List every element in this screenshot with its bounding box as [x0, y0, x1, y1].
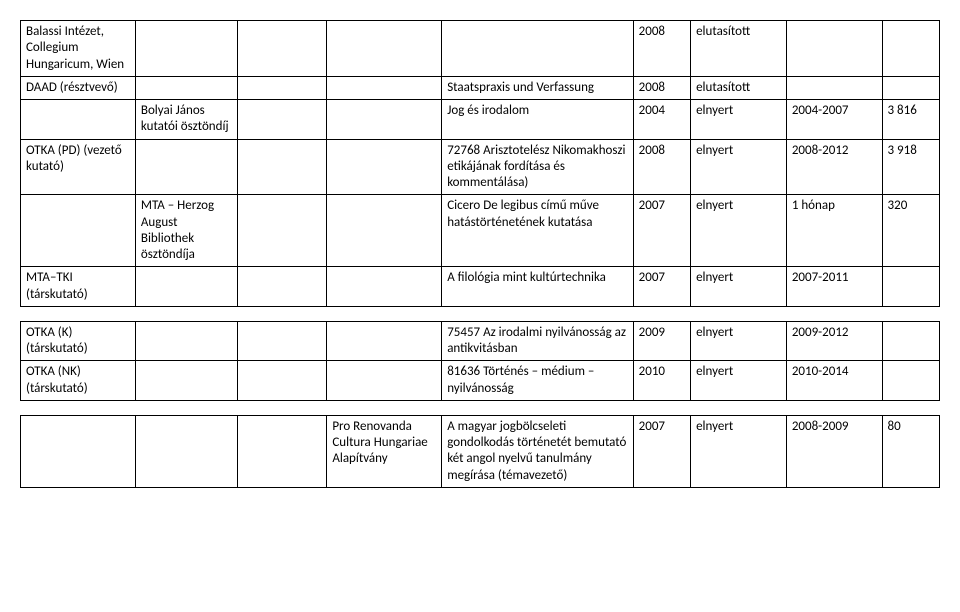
cell: 3 918 — [882, 139, 939, 195]
cell: Pro Renovanda Cultura Hungariae Alapítvá… — [327, 415, 442, 487]
table-gap — [20, 307, 940, 321]
cell: 1 hónap — [786, 195, 882, 267]
cell — [327, 100, 442, 140]
table-row: OTKA (NK) (társkutató) 81636 Történés – … — [21, 361, 940, 401]
cell — [786, 76, 882, 99]
cell — [237, 100, 326, 140]
cell — [327, 321, 442, 361]
cell — [237, 139, 326, 195]
cell — [135, 361, 237, 401]
cell: 2009 — [633, 321, 690, 361]
cell — [21, 415, 136, 487]
cell: elnyert — [691, 100, 787, 140]
table-row: Balassi Intézet, Collegium Hungaricum, W… — [21, 21, 940, 77]
table-row: Bolyai János kutatói ösztöndíj Jog és ir… — [21, 100, 940, 140]
cell — [327, 21, 442, 77]
cell: elutasított — [691, 21, 787, 77]
cell: 81636 Történés – médium – nyilvánosság — [442, 361, 633, 401]
cell — [442, 21, 633, 77]
cell — [135, 76, 237, 99]
cell — [237, 361, 326, 401]
cell — [882, 361, 939, 401]
cell: 72768 Arisztotelész Nikomakhoszi etikájá… — [442, 139, 633, 195]
cell — [882, 76, 939, 99]
cell: elnyert — [691, 321, 787, 361]
table-block-2: OTKA (K) (társkutató) 75457 Az irodalmi … — [20, 321, 940, 401]
cell: 2010-2014 — [786, 361, 882, 401]
table-block-3: Pro Renovanda Cultura Hungariae Alapítvá… — [20, 415, 940, 488]
cell: Cicero De legibus című műve hatástörténe… — [442, 195, 633, 267]
cell: OTKA (NK) (társkutató) — [21, 361, 136, 401]
cell: elnyert — [691, 195, 787, 267]
cell — [237, 415, 326, 487]
cell: 2004-2007 — [786, 100, 882, 140]
cell: 75457 Az irodalmi nyilvánosság az antikv… — [442, 321, 633, 361]
cell — [327, 195, 442, 267]
cell: 320 — [882, 195, 939, 267]
tbody-3: Pro Renovanda Cultura Hungariae Alapítvá… — [21, 415, 940, 487]
cell: 2009-2012 — [786, 321, 882, 361]
table-gap — [20, 401, 940, 415]
cell: elnyert — [691, 415, 787, 487]
table-row: MTA–TKI (társkutató) A filológia mint ku… — [21, 267, 940, 307]
tbody-1: Balassi Intézet, Collegium Hungaricum, W… — [21, 21, 940, 307]
cell: 2008 — [633, 21, 690, 77]
cell: 2010 — [633, 361, 690, 401]
cell: Bolyai János kutatói ösztöndíj — [135, 100, 237, 140]
cell — [21, 195, 136, 267]
cell — [882, 267, 939, 307]
table-row: OTKA (PD) (vezető kutató) 72768 Arisztot… — [21, 139, 940, 195]
cell: 2008 — [633, 76, 690, 99]
cell — [135, 21, 237, 77]
tbody-2: OTKA (K) (társkutató) 75457 Az irodalmi … — [21, 321, 940, 400]
cell — [21, 100, 136, 140]
table-row: DAAD (résztvevő) Staatspraxis und Verfas… — [21, 76, 940, 99]
cell — [237, 21, 326, 77]
cell: 2007 — [633, 415, 690, 487]
cell: elnyert — [691, 139, 787, 195]
cell — [786, 21, 882, 77]
cell: A magyar jogbölcseleti gondolkodás törté… — [442, 415, 633, 487]
cell: 2008-2012 — [786, 139, 882, 195]
cell: MTA–TKI (társkutató) — [21, 267, 136, 307]
table-row: MTA – Herzog August Bibliothek ösztöndíj… — [21, 195, 940, 267]
table-block-1: Balassi Intézet, Collegium Hungaricum, W… — [20, 20, 940, 307]
cell: Jog és irodalom — [442, 100, 633, 140]
cell: 80 — [882, 415, 939, 487]
cell: elnyert — [691, 267, 787, 307]
cell — [237, 267, 326, 307]
cell: DAAD (résztvevő) — [21, 76, 136, 99]
cell — [327, 361, 442, 401]
cell — [882, 321, 939, 361]
cell: OTKA (K) (társkutató) — [21, 321, 136, 361]
cell — [327, 267, 442, 307]
cell — [135, 415, 237, 487]
table-row: Pro Renovanda Cultura Hungariae Alapítvá… — [21, 415, 940, 487]
cell: 2007 — [633, 195, 690, 267]
cell: 2008 — [633, 139, 690, 195]
cell: 3 816 — [882, 100, 939, 140]
cell: OTKA (PD) (vezető kutató) — [21, 139, 136, 195]
cell: 2008-2009 — [786, 415, 882, 487]
table-row: OTKA (K) (társkutató) 75457 Az irodalmi … — [21, 321, 940, 361]
cell: elutasított — [691, 76, 787, 99]
cell — [882, 21, 939, 77]
cell: Staatspraxis und Verfassung — [442, 76, 633, 99]
cell — [135, 321, 237, 361]
cell — [327, 76, 442, 99]
cell: A filológia mint kultúrtechnika — [442, 267, 633, 307]
cell — [237, 195, 326, 267]
cell — [237, 321, 326, 361]
cell — [135, 139, 237, 195]
cell — [237, 76, 326, 99]
cell: 2004 — [633, 100, 690, 140]
cell: Balassi Intézet, Collegium Hungaricum, W… — [21, 21, 136, 77]
cell — [327, 139, 442, 195]
cell: 2007-2011 — [786, 267, 882, 307]
cell: MTA – Herzog August Bibliothek ösztöndíj… — [135, 195, 237, 267]
cell: 2007 — [633, 267, 690, 307]
cell: elnyert — [691, 361, 787, 401]
cell — [135, 267, 237, 307]
